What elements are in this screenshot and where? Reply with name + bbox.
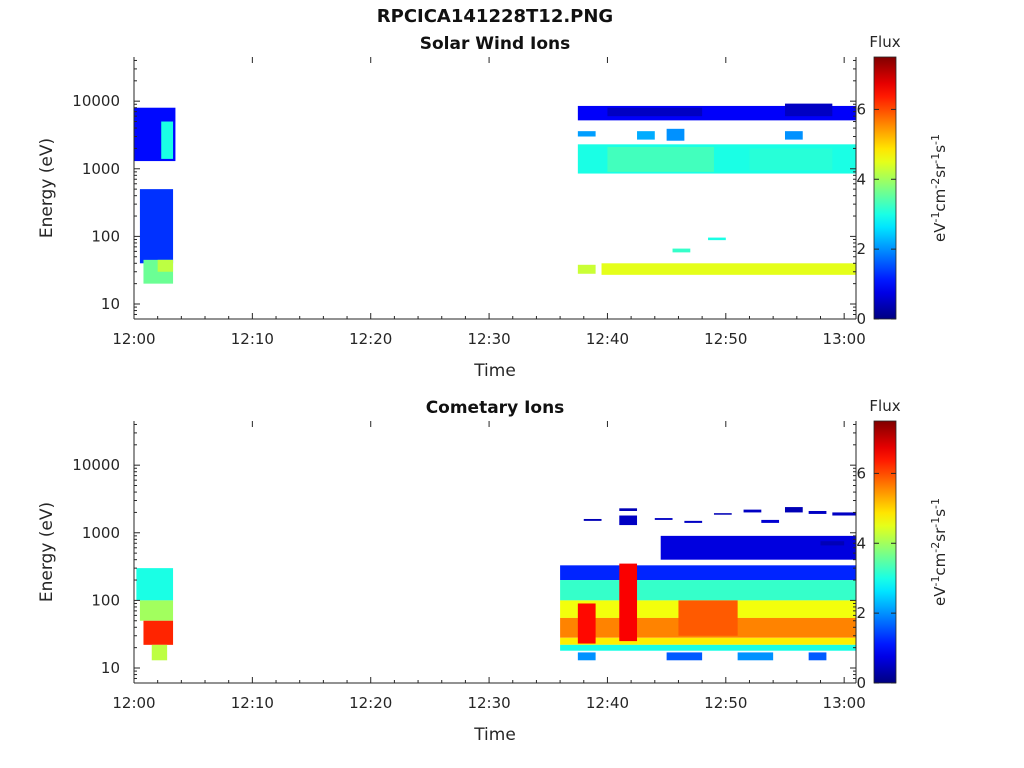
y-tick-label: 100	[91, 591, 120, 609]
colorbar	[873, 56, 897, 320]
data-block	[560, 637, 856, 645]
data-block	[607, 146, 714, 172]
data-block	[761, 519, 780, 523]
x-axis-label: Time	[473, 725, 516, 745]
colorbar-tick-label: 4	[856, 170, 866, 188]
data-block	[577, 603, 596, 644]
x-tick-label: 12:50	[704, 330, 747, 348]
data-block	[619, 515, 638, 526]
data-block	[808, 652, 827, 661]
x-tick-label: 12:10	[231, 330, 274, 348]
data-block	[601, 263, 856, 275]
data-block	[619, 563, 638, 642]
data-block	[136, 568, 174, 601]
colorbar-tick-label: 6	[856, 464, 866, 482]
data-block	[151, 644, 168, 661]
x-tick-label: 12:30	[467, 330, 510, 348]
x-tick-label: 12:40	[586, 330, 629, 348]
colorbar-tick-label: 2	[856, 240, 866, 258]
colorbar-tick-label: 6	[856, 100, 866, 118]
x-tick-label: 12:20	[349, 330, 392, 348]
data-block	[560, 580, 856, 601]
data-block	[820, 541, 845, 546]
colorbar-tick-label: 2	[856, 604, 866, 622]
data-block	[577, 131, 596, 137]
data-block	[666, 652, 703, 661]
x-axis-label: Time	[473, 361, 516, 381]
colorbar-label: eV-1cm-2sr-1s-1	[929, 498, 950, 606]
panel-cometary-ions: Cometary Ions 12:00 12:10 12:20 12:30 12:40 12…	[37, 397, 949, 745]
data-block	[678, 600, 738, 636]
data-block	[784, 131, 803, 140]
data-block	[666, 128, 685, 141]
y-tick-label: 10	[101, 659, 120, 677]
colorbar-label: eV-1cm-2sr-1s-1	[929, 134, 950, 242]
x-tick-label: 12:40	[586, 694, 629, 712]
y-axis-label: Energy (eV)	[37, 502, 57, 602]
data-block	[139, 189, 174, 264]
colorbar-tick-label: 0	[856, 674, 866, 692]
y-tick-label: 10000	[72, 456, 120, 474]
data-block	[577, 264, 596, 274]
data-block	[660, 535, 856, 560]
colorbar-title: Flux	[869, 397, 900, 415]
data-block	[560, 565, 856, 581]
y-tick-label: 1000	[82, 524, 120, 542]
colorbar	[873, 420, 897, 684]
data-block	[808, 510, 827, 514]
x-tick-label: 12:00	[112, 330, 155, 348]
figure-title: RPCICA141228T12.PNG	[376, 6, 614, 27]
colorbar-tick-label: 0	[856, 310, 866, 328]
y-tick-label: 100	[91, 227, 120, 245]
panel-solar-wind-ions: Solar Wind Ions 12:00 12:10 12:20 12:30 12:40…	[37, 33, 949, 381]
data-block	[672, 248, 691, 253]
data-block	[684, 520, 703, 523]
data-block	[749, 148, 833, 171]
x-tick-label: 12:30	[467, 694, 510, 712]
x-tick-label: 12:20	[349, 694, 392, 712]
y-tick-label: 10000	[72, 92, 120, 110]
data-block	[737, 652, 774, 661]
x-tick-label: 13:00	[823, 330, 866, 348]
data-block	[784, 103, 833, 117]
data-block	[161, 121, 174, 159]
data-block	[139, 600, 174, 621]
data-block	[713, 513, 732, 515]
data-block	[157, 259, 174, 272]
y-axis-label: Energy (eV)	[37, 138, 57, 238]
y-tick-label: 10	[101, 295, 120, 313]
data-block	[637, 131, 655, 140]
data-block	[607, 107, 703, 117]
plot-area	[134, 57, 856, 319]
y-tick-label: 1000	[82, 160, 120, 178]
panel-title: Solar Wind Ions	[420, 34, 571, 54]
data-block	[583, 518, 602, 521]
data-block	[560, 644, 856, 651]
x-tick-label: 13:00	[823, 694, 866, 712]
data-block	[832, 512, 856, 516]
data-block	[619, 508, 638, 511]
x-tick-label: 12:00	[112, 694, 155, 712]
data-block	[743, 509, 762, 513]
data-block	[784, 507, 803, 513]
data-block	[577, 652, 596, 661]
data-block	[708, 237, 726, 241]
x-tick-label: 12:50	[704, 694, 747, 712]
data-block	[143, 620, 174, 645]
data-layer	[136, 507, 856, 661]
colorbar-tick-label: 4	[856, 534, 866, 552]
data-layer	[134, 103, 856, 284]
panel-title: Cometary Ions	[426, 398, 565, 418]
colorbar-title: Flux	[869, 33, 900, 51]
x-tick-label: 12:10	[231, 694, 274, 712]
data-block	[654, 518, 673, 520]
